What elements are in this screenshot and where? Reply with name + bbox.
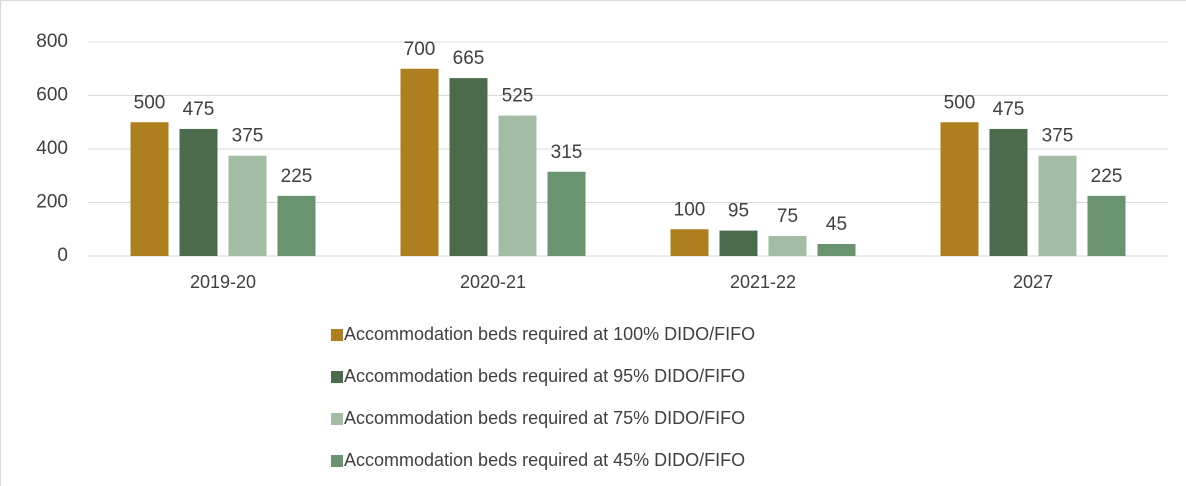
y-tick-label: 200	[36, 192, 68, 213]
x-tick-label: 2020-21	[460, 272, 526, 292]
x-tick-label: 2019-20	[190, 272, 256, 292]
bar	[719, 230, 758, 256]
data-label: 500	[944, 92, 976, 113]
bar	[179, 128, 218, 256]
data-label: 225	[281, 166, 313, 187]
y-tick-label: 800	[36, 31, 68, 52]
bar	[768, 235, 807, 256]
bar	[400, 68, 439, 256]
data-label: 100	[674, 199, 706, 220]
bar	[547, 171, 586, 256]
data-label: 525	[502, 86, 534, 107]
legend-label: Accommodation beds required at 100% DIDO…	[344, 324, 755, 344]
legend-label: Accommodation beds required at 45% DIDO/…	[344, 450, 745, 470]
legend-swatch	[331, 329, 343, 341]
data-label: 665	[453, 48, 485, 69]
data-label: 500	[134, 92, 166, 113]
legend-swatch	[331, 371, 343, 383]
bar	[498, 115, 537, 256]
legend-label: Accommodation beds required at 75% DIDO/…	[344, 408, 745, 428]
legend-label: Accommodation beds required at 95% DIDO/…	[344, 366, 745, 386]
data-label: 225	[1091, 166, 1123, 187]
data-label: 700	[404, 39, 436, 60]
x-tick-label: 2021-22	[730, 272, 796, 292]
y-tick-label: 0	[57, 245, 68, 266]
bar	[670, 229, 709, 256]
data-label: 375	[232, 126, 264, 147]
data-label: 75	[777, 206, 798, 227]
data-label: 475	[183, 99, 215, 120]
bar	[228, 155, 267, 256]
data-label: 95	[728, 201, 749, 222]
x-tick-label: 2027	[1013, 272, 1053, 292]
y-tick-label: 400	[36, 138, 68, 159]
legend-swatch	[331, 455, 343, 467]
y-tick-label: 600	[36, 85, 68, 106]
bar	[940, 122, 979, 256]
data-label: 375	[1042, 126, 1074, 147]
bar	[817, 243, 856, 256]
legend-swatch	[331, 413, 343, 425]
bar	[277, 195, 316, 256]
bar	[989, 128, 1028, 256]
bar	[130, 122, 169, 256]
data-label: 45	[826, 214, 847, 235]
data-label: 315	[551, 142, 583, 163]
data-label: 475	[993, 99, 1025, 120]
bar	[449, 78, 488, 256]
bar	[1038, 155, 1077, 256]
bar	[1087, 195, 1126, 256]
